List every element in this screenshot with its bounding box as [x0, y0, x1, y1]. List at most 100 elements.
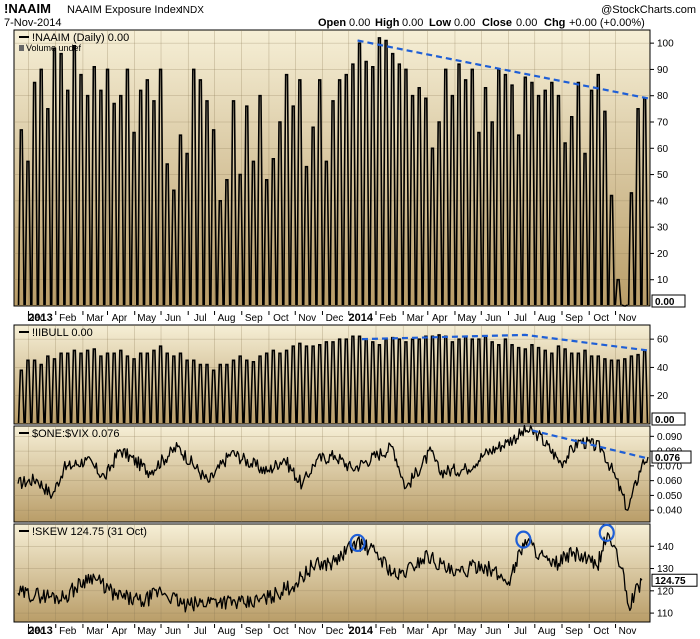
iibull-bar [468, 338, 476, 424]
iibull-bar [329, 341, 337, 424]
iibull-series [17, 334, 649, 424]
y-tick-label: 140 [657, 542, 674, 553]
iibull-bar [70, 349, 78, 424]
naaim-bar [316, 79, 324, 306]
naaim-bar [369, 66, 377, 306]
iibull-bar [422, 335, 430, 424]
iibull-trendline [361, 333, 649, 352]
iibull-bar [203, 363, 211, 424]
iibull-bar [289, 345, 297, 424]
vix-line [17, 424, 649, 511]
naaim-bar [455, 63, 463, 306]
iibull-bar [408, 338, 417, 424]
month-label: Jul [194, 313, 207, 324]
quote-bar: Open 0.00 High 0.00 Low 0.00 Close 0.00 … [318, 17, 645, 29]
iibull-bar [176, 352, 185, 424]
iibull-bar [601, 358, 609, 424]
naaim-bar [223, 179, 231, 306]
y-tick-label: 100 [657, 39, 674, 50]
iibull-bar [143, 352, 151, 424]
naaim-bar [309, 126, 317, 306]
iibull-bar [103, 352, 112, 424]
iibull-bar [37, 363, 45, 424]
high-value: 0.00 [402, 17, 423, 29]
naaim-bar [130, 131, 138, 306]
naaim-bar [289, 105, 297, 306]
naaim-bar [561, 142, 569, 306]
iibull-bar [581, 349, 589, 424]
naaim-bar [607, 194, 616, 306]
naaim-bar [568, 115, 576, 306]
month-label: May [458, 313, 477, 324]
iibull-bar [236, 355, 244, 424]
y-tick-label: 40 [657, 363, 669, 374]
naaim-bar [362, 60, 370, 306]
chg-value: +0.00 (+0.00%) [569, 17, 645, 29]
iibull-title: !IIBULL 0.00 [32, 327, 93, 339]
month-label: Aug [538, 626, 556, 637]
naaim-bar [415, 87, 423, 306]
naaim-bar [621, 304, 628, 307]
iibull-legend: !IIBULL 0.00 [19, 327, 93, 339]
iibull-bar [256, 355, 264, 424]
chg-label: Chg [544, 17, 565, 29]
volume-label: Volume undef [26, 43, 82, 53]
naaim-bar [462, 79, 470, 306]
y-tick-label: 50 [657, 170, 669, 181]
iibull-bar [322, 341, 330, 424]
naaim-bar [190, 68, 198, 306]
iibull-bar [163, 352, 171, 424]
month-label: Nov [619, 313, 637, 324]
naaim-legend: !NAAIM (Daily) 0.00 Volume undef [19, 32, 129, 53]
naaim-bar [594, 73, 602, 306]
naaim-bar [322, 160, 330, 306]
close-value: 0.00 [516, 17, 537, 29]
iibull-bar [150, 349, 158, 424]
naaim-bar [541, 89, 549, 306]
naaim-bar [50, 47, 59, 306]
month-label: Mar [86, 626, 104, 637]
y-tick-label: 0.050 [657, 491, 682, 502]
skew-legend: !SKEW 124.75 (31 Oct) [19, 526, 147, 538]
last-value-badge [651, 450, 692, 464]
chart-date: 7-Nov-2014 [4, 17, 61, 29]
y-tick-label: 80 [657, 91, 669, 102]
iibull-bar [183, 359, 191, 424]
naaim-bar [475, 131, 483, 306]
naaim-bar [57, 52, 65, 306]
month-label: Aug [218, 626, 236, 637]
naaim-bar [435, 121, 443, 306]
iibull-bar [402, 341, 410, 424]
naaim-bar [210, 129, 218, 306]
naaim-bar [276, 121, 284, 306]
skew-panel [13, 523, 651, 623]
iibull-bar [190, 359, 198, 424]
low-value: 0.00 [454, 17, 475, 29]
month-label: Jun [485, 626, 501, 637]
naaim-bar [614, 278, 622, 306]
iibull-bar [548, 352, 556, 424]
month-label: Nov [298, 313, 316, 324]
skew-peak-circle [349, 533, 366, 553]
naaim-bar [355, 42, 364, 306]
iibull-bar [210, 369, 218, 424]
naaim-bar [442, 68, 450, 306]
month-label: Dec [27, 626, 45, 637]
y-tick-label: 0.060 [657, 476, 682, 487]
y-tick-label: 110 [657, 609, 673, 620]
vix-series [17, 424, 649, 511]
month-label: Jun [165, 626, 181, 637]
month-label: Jul [514, 626, 527, 637]
iibull-bar [594, 355, 602, 424]
iibull-bar [508, 343, 516, 424]
iibull-bar [64, 352, 72, 424]
naaim-bar [77, 73, 85, 306]
last-value-text: 0.00 [655, 415, 675, 426]
last-value-text: 0.00 [655, 297, 675, 308]
iibull-bar [30, 359, 39, 424]
naaim-bar [554, 94, 563, 306]
iibull-bar [309, 345, 317, 424]
iibull-bar [488, 341, 496, 424]
iibull-bar [84, 349, 92, 424]
